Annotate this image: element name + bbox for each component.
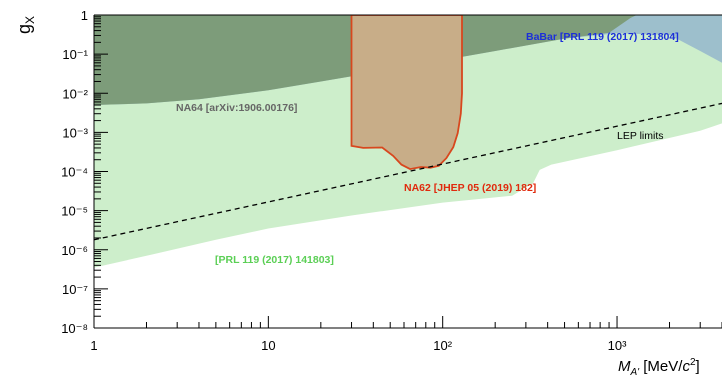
tick-marks	[93, 14, 722, 329]
lep-label: LEP limits	[617, 130, 664, 142]
x-tick-label: 10³	[608, 338, 627, 353]
x-tick-label: 1	[90, 338, 97, 353]
tick-labels: 1 10 10² 10³ 1 10⁻¹ 10⁻² 10⁻³ 10⁻⁴ 10⁻⁵ 10⁻⁶ 10⁻⁷ 10…	[61, 8, 627, 353]
babar-label: BaBar [PRL 119 (2017) 131804]	[526, 31, 679, 43]
x-tick-label: 10	[261, 338, 275, 353]
y-tick-label: 10⁻⁴	[61, 165, 88, 180]
prl-label: [PRL 119 (2017) 141803]	[215, 254, 334, 266]
y-tick-label: 10⁻⁶	[61, 243, 88, 258]
x-axis-title: MA' [MeV/c2]	[618, 357, 700, 378]
series-line-lep-limits	[94, 102, 722, 241]
y-tick-label: 1	[81, 8, 88, 23]
y-tick-label: 10⁻⁷	[62, 282, 88, 297]
y-tick-label: 10⁻³	[62, 125, 88, 140]
series-area-na62-jhep-05-2019-182	[350, 15, 463, 171]
y-axis-title: gX	[14, 16, 37, 34]
svg-text:MA' [MeV/c2]: MA' [MeV/c2]	[618, 357, 700, 378]
plot-area	[94, 15, 722, 268]
y-tick-label: 10⁻⁸	[61, 321, 88, 336]
y-tick-label: 10⁻⁵	[61, 204, 88, 219]
na64-label: NA64 [arXiv:1906.00176]	[176, 102, 297, 114]
y-tick-label: 10⁻¹	[62, 47, 88, 62]
x-tick-label: 10²	[433, 338, 452, 353]
svg-text:gX: gX	[14, 16, 37, 34]
y-tick-label: 10⁻²	[62, 86, 88, 101]
na62-label: NA62 [JHEP 05 (2019) 182]	[404, 182, 536, 194]
